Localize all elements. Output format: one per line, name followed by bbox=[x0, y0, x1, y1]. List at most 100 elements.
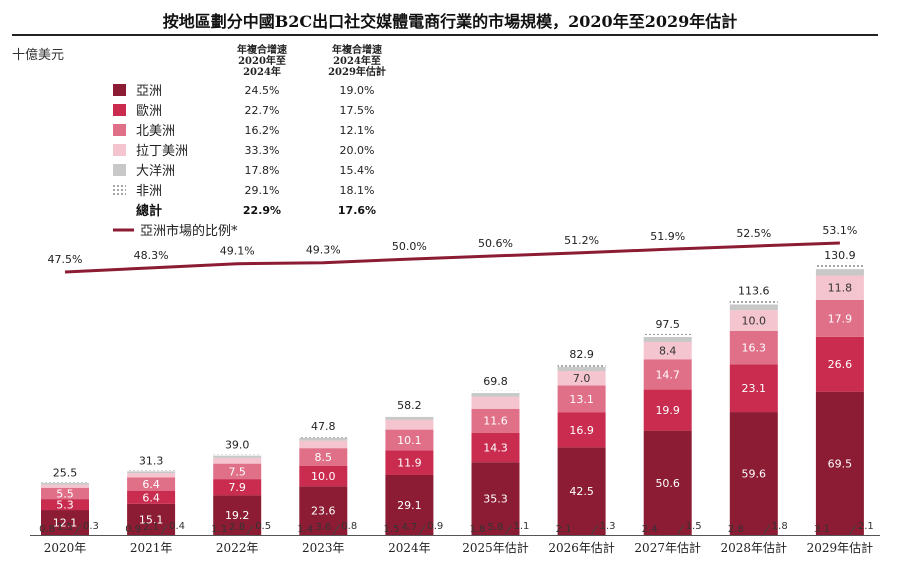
legend-swatch bbox=[113, 124, 126, 136]
legend-cagr-2024-2029: 20.0% bbox=[340, 144, 375, 157]
asia-share-label: 49.3% bbox=[306, 244, 341, 257]
bar-segment bbox=[557, 366, 606, 372]
chart-title: 按地區劃分中國B2C出口社交媒體電商行業的市場規模，2020年至2029年估計 bbox=[162, 12, 738, 31]
asia-share-line: 47.5% 48.3% 49.1% 49.3% 50.0% 50.6% 51.2% 51.9%… bbox=[48, 224, 857, 274]
bar-value-label: 1.3 bbox=[600, 521, 616, 532]
bar-value-label: 2.8 bbox=[229, 522, 245, 533]
legend-cagr-2024-2029: 19.0% bbox=[340, 84, 375, 97]
bar-segment bbox=[41, 510, 89, 535]
bar-segment bbox=[299, 436, 348, 438]
bar-segment bbox=[643, 430, 692, 535]
bar-segment bbox=[299, 448, 348, 466]
title-rule bbox=[12, 34, 878, 36]
bar-value-label: 59.6 bbox=[742, 468, 767, 481]
bar-segment bbox=[471, 432, 520, 463]
bar-segment bbox=[213, 479, 262, 496]
legend-total-label: 總計 bbox=[136, 203, 162, 219]
bar-value-label: 11.8 bbox=[828, 282, 853, 295]
legend-label: 非洲 bbox=[136, 184, 162, 199]
asia-share-label: 53.1% bbox=[822, 224, 857, 237]
bar-value-label: 1.4 bbox=[297, 524, 313, 535]
legend-cagr-2020-2024: 33.3% bbox=[245, 144, 280, 157]
bar-value-label: 23.6 bbox=[311, 505, 336, 518]
bar-total-label: 113.6 bbox=[738, 285, 770, 298]
bar-segment bbox=[557, 412, 606, 448]
label-leader bbox=[74, 524, 82, 535]
bar-value-label: 1.1 bbox=[514, 521, 530, 532]
bar-value-label: 13.1 bbox=[569, 393, 594, 406]
bar-segment bbox=[385, 429, 434, 451]
bar-value-label: 42.5 bbox=[569, 485, 594, 498]
asia-share-label: 50.6% bbox=[478, 237, 513, 250]
bar-segment bbox=[41, 483, 89, 485]
x-axis: 2020年 2021年 2022年 2023年 2024年 2025年估計 2026年估計 2… bbox=[30, 535, 880, 555]
bar-segment bbox=[385, 414, 434, 417]
bar-segment bbox=[299, 437, 348, 441]
bar-value-label: 17.9 bbox=[828, 312, 853, 325]
x-tick-label: 2022年 bbox=[216, 541, 259, 555]
asia-share-polyline bbox=[64, 241, 840, 274]
bar-value-label: 5.3 bbox=[56, 499, 74, 512]
bar-value-label: 0.9 bbox=[125, 524, 141, 535]
bar-value-label: 10.0 bbox=[311, 470, 336, 483]
x-tick-label: 2029年估計 bbox=[807, 540, 874, 555]
bar-segment bbox=[213, 454, 262, 456]
legend-cagr-2020-2024: 24.5% bbox=[245, 84, 280, 97]
asia-share-label: 51.2% bbox=[564, 234, 599, 247]
legend-swatch bbox=[113, 84, 126, 96]
asia-share-label: 50.0% bbox=[392, 240, 427, 253]
label-leader bbox=[160, 524, 168, 535]
bar-value-label: 2.1 bbox=[858, 521, 874, 532]
bar-segment bbox=[557, 447, 606, 535]
bar-value-label: 19.2 bbox=[225, 509, 250, 522]
bar-value-label: 7.9 bbox=[228, 481, 246, 494]
legend-label: 北美洲 bbox=[136, 124, 175, 139]
label-leader bbox=[849, 524, 857, 535]
bar-value-label: 2.4 bbox=[642, 524, 658, 535]
x-tick-label: 2028年估計 bbox=[721, 540, 788, 555]
asia-share-label: 52.5% bbox=[736, 227, 771, 240]
legend-cagr-2020-2024: 29.1% bbox=[245, 184, 280, 197]
bar-value-label: 26.6 bbox=[828, 358, 853, 371]
legend-swatch bbox=[113, 104, 126, 116]
bar-segment bbox=[643, 359, 692, 390]
bar-segment bbox=[557, 364, 606, 367]
bar-segment bbox=[385, 450, 434, 475]
bar-value-label: 6.4 bbox=[142, 478, 160, 491]
bar-value-label: 10.1 bbox=[397, 434, 422, 447]
bar-total-label: 31.3 bbox=[139, 454, 164, 467]
bar-segment bbox=[815, 336, 864, 392]
bar-segment bbox=[385, 416, 434, 420]
label-leader bbox=[246, 524, 254, 535]
label-leader bbox=[677, 524, 685, 535]
legend-cagr-2024-2029: 18.1% bbox=[340, 184, 375, 197]
bar-segment bbox=[127, 470, 176, 472]
legend-cagr-2024-2029: 12.1% bbox=[340, 124, 375, 137]
bar-segment bbox=[127, 490, 176, 504]
bar-value-label: 29.1 bbox=[397, 499, 422, 512]
bar-value-label: 0.3 bbox=[83, 521, 99, 532]
bar-value-label: 7.5 bbox=[228, 465, 246, 478]
bar-segment bbox=[471, 396, 520, 409]
legend-line-label: 亞洲市場的比例* bbox=[140, 223, 238, 239]
bar-segment bbox=[471, 393, 520, 397]
bar-segment bbox=[385, 474, 434, 535]
bar-segment bbox=[643, 341, 692, 360]
asia-share-label: 49.1% bbox=[220, 245, 255, 258]
unit-label: 十億美元 bbox=[12, 48, 65, 63]
bar-value-label: 1.8 bbox=[470, 524, 486, 535]
bar-value-label: 2.8 bbox=[728, 524, 744, 535]
x-tick-label: 2027年估計 bbox=[634, 540, 701, 555]
bar-value-label: 3.1 bbox=[814, 524, 830, 535]
bar-total-label: 47.8 bbox=[311, 420, 336, 433]
bar-value-label: 1.5 bbox=[57, 522, 73, 533]
legend-swatch bbox=[113, 184, 126, 196]
bar-segment bbox=[41, 499, 89, 511]
bar-value-label: 14.3 bbox=[483, 441, 508, 454]
x-tick-label: 2020年 bbox=[44, 541, 87, 555]
bar-value-label: 15.1 bbox=[139, 513, 164, 526]
bar-segment bbox=[729, 300, 778, 305]
bar-value-label: 0.8 bbox=[341, 521, 357, 532]
bar-value-label: 5.8 bbox=[488, 522, 504, 533]
bar-value-label: 16.9 bbox=[569, 424, 594, 437]
